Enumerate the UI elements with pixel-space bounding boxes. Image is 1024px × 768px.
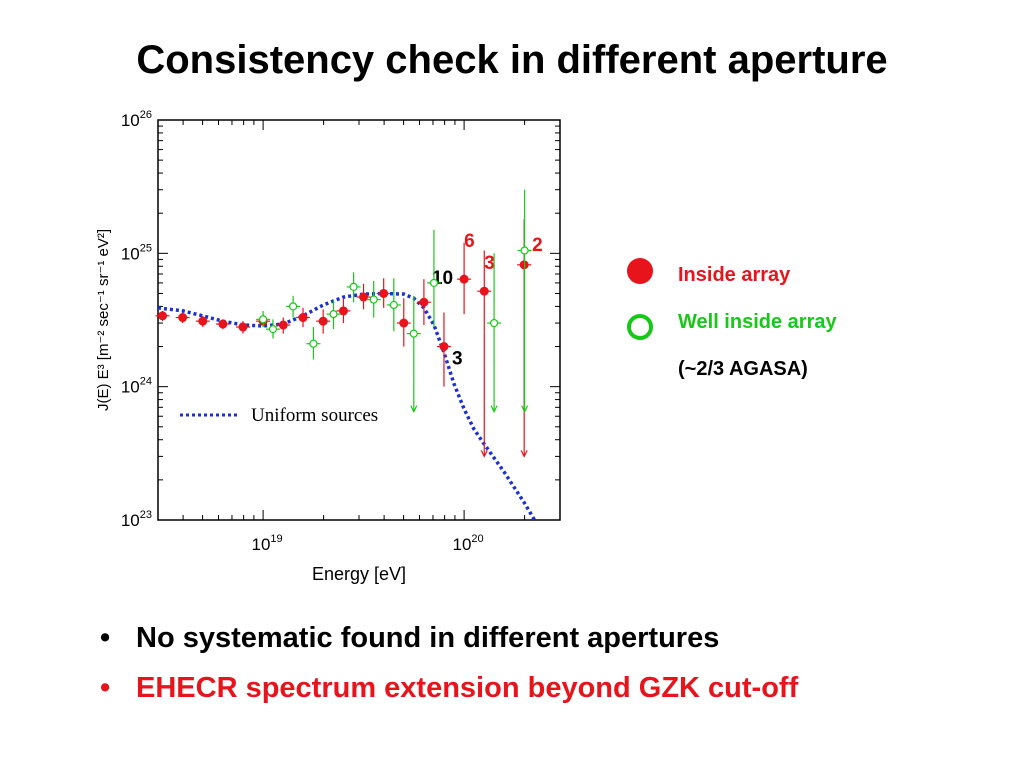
- data-point-inside-array: [399, 318, 409, 328]
- data-point-well-inside-array: [309, 339, 318, 348]
- data-point-inside-array: [218, 319, 228, 329]
- data-point-well-inside-array: [268, 325, 278, 334]
- legend-label-well-inside-array: Well inside array: [678, 311, 837, 333]
- bullet-text: EHECR spectrum extension beyond GZK cut-…: [136, 672, 799, 704]
- slide-title: Consistency check in different aperture: [136, 38, 888, 82]
- data-point-well-inside-array: [489, 318, 499, 328]
- y-axis-label: J(E) E³ [m⁻² sec⁻¹ sr⁻¹ eV²]: [95, 229, 112, 411]
- y-tick-label: 1025: [121, 242, 152, 263]
- data-point-inside-array: [238, 322, 248, 332]
- count-label: 6: [464, 231, 475, 252]
- data-point-inside-array: [318, 316, 328, 326]
- data-point-well-inside-array: [369, 295, 378, 304]
- data-point-inside-array: [158, 311, 168, 321]
- count-label: 2: [532, 235, 543, 256]
- legend-marker-inside-array: [627, 258, 653, 284]
- upper-limit-arrow: [521, 405, 529, 413]
- data-point-inside-array: [178, 313, 188, 323]
- spectrum-chart: 1019 1020 1023 1024 1025 1026 Energy [eV] J(E) …: [95, 109, 561, 584]
- data-point-well-inside-array: [429, 278, 439, 288]
- y-tick-label: 1024: [121, 376, 152, 397]
- count-label: 3: [484, 253, 495, 274]
- data-point-inside-array: [379, 288, 389, 298]
- bullet-marker: •: [100, 622, 111, 654]
- data-point-well-inside-array: [329, 310, 338, 319]
- data-point-inside-array: [198, 316, 208, 326]
- data-point-inside-array: [439, 342, 449, 352]
- x-tick-label: 1019: [252, 533, 283, 554]
- count-label: 3: [452, 349, 463, 370]
- data-point-inside-array: [419, 297, 429, 307]
- y-tick-label: 1026: [121, 109, 152, 130]
- bullet-marker: •: [100, 672, 111, 704]
- data-point-well-inside-array: [520, 246, 529, 255]
- data-point-well-inside-array: [288, 302, 298, 311]
- upper-limit-arrow: [490, 405, 498, 413]
- data-point-inside-array: [298, 313, 308, 323]
- data-point-well-inside-array: [349, 282, 358, 292]
- data-point-inside-array: [479, 286, 489, 296]
- data-point-well-inside-array: [389, 300, 398, 310]
- upper-limit-arrow: [520, 450, 528, 458]
- y-tick-label: 1023: [121, 509, 152, 530]
- data-point-well-inside-array: [409, 329, 418, 338]
- model-legend-label: Uniform sources: [251, 405, 378, 426]
- data-point-inside-array: [338, 306, 348, 316]
- upper-limit-arrow: [410, 405, 418, 413]
- data-point-inside-array: [278, 320, 288, 330]
- bullet-text: No systematic found in different apertur…: [136, 622, 720, 654]
- x-tick-label: 1020: [453, 533, 484, 554]
- legend-note: (~2/3 AGASA): [678, 358, 808, 380]
- data-point-inside-array: [459, 274, 469, 284]
- upper-limit-arrow: [480, 450, 488, 458]
- data-point-well-inside-array: [258, 315, 268, 324]
- legend-label-inside-array: Inside array: [678, 264, 791, 286]
- legend-marker-well-inside-array: [627, 314, 653, 340]
- x-axis-label: Energy [eV]: [312, 564, 406, 584]
- data-point-inside-array: [359, 292, 369, 302]
